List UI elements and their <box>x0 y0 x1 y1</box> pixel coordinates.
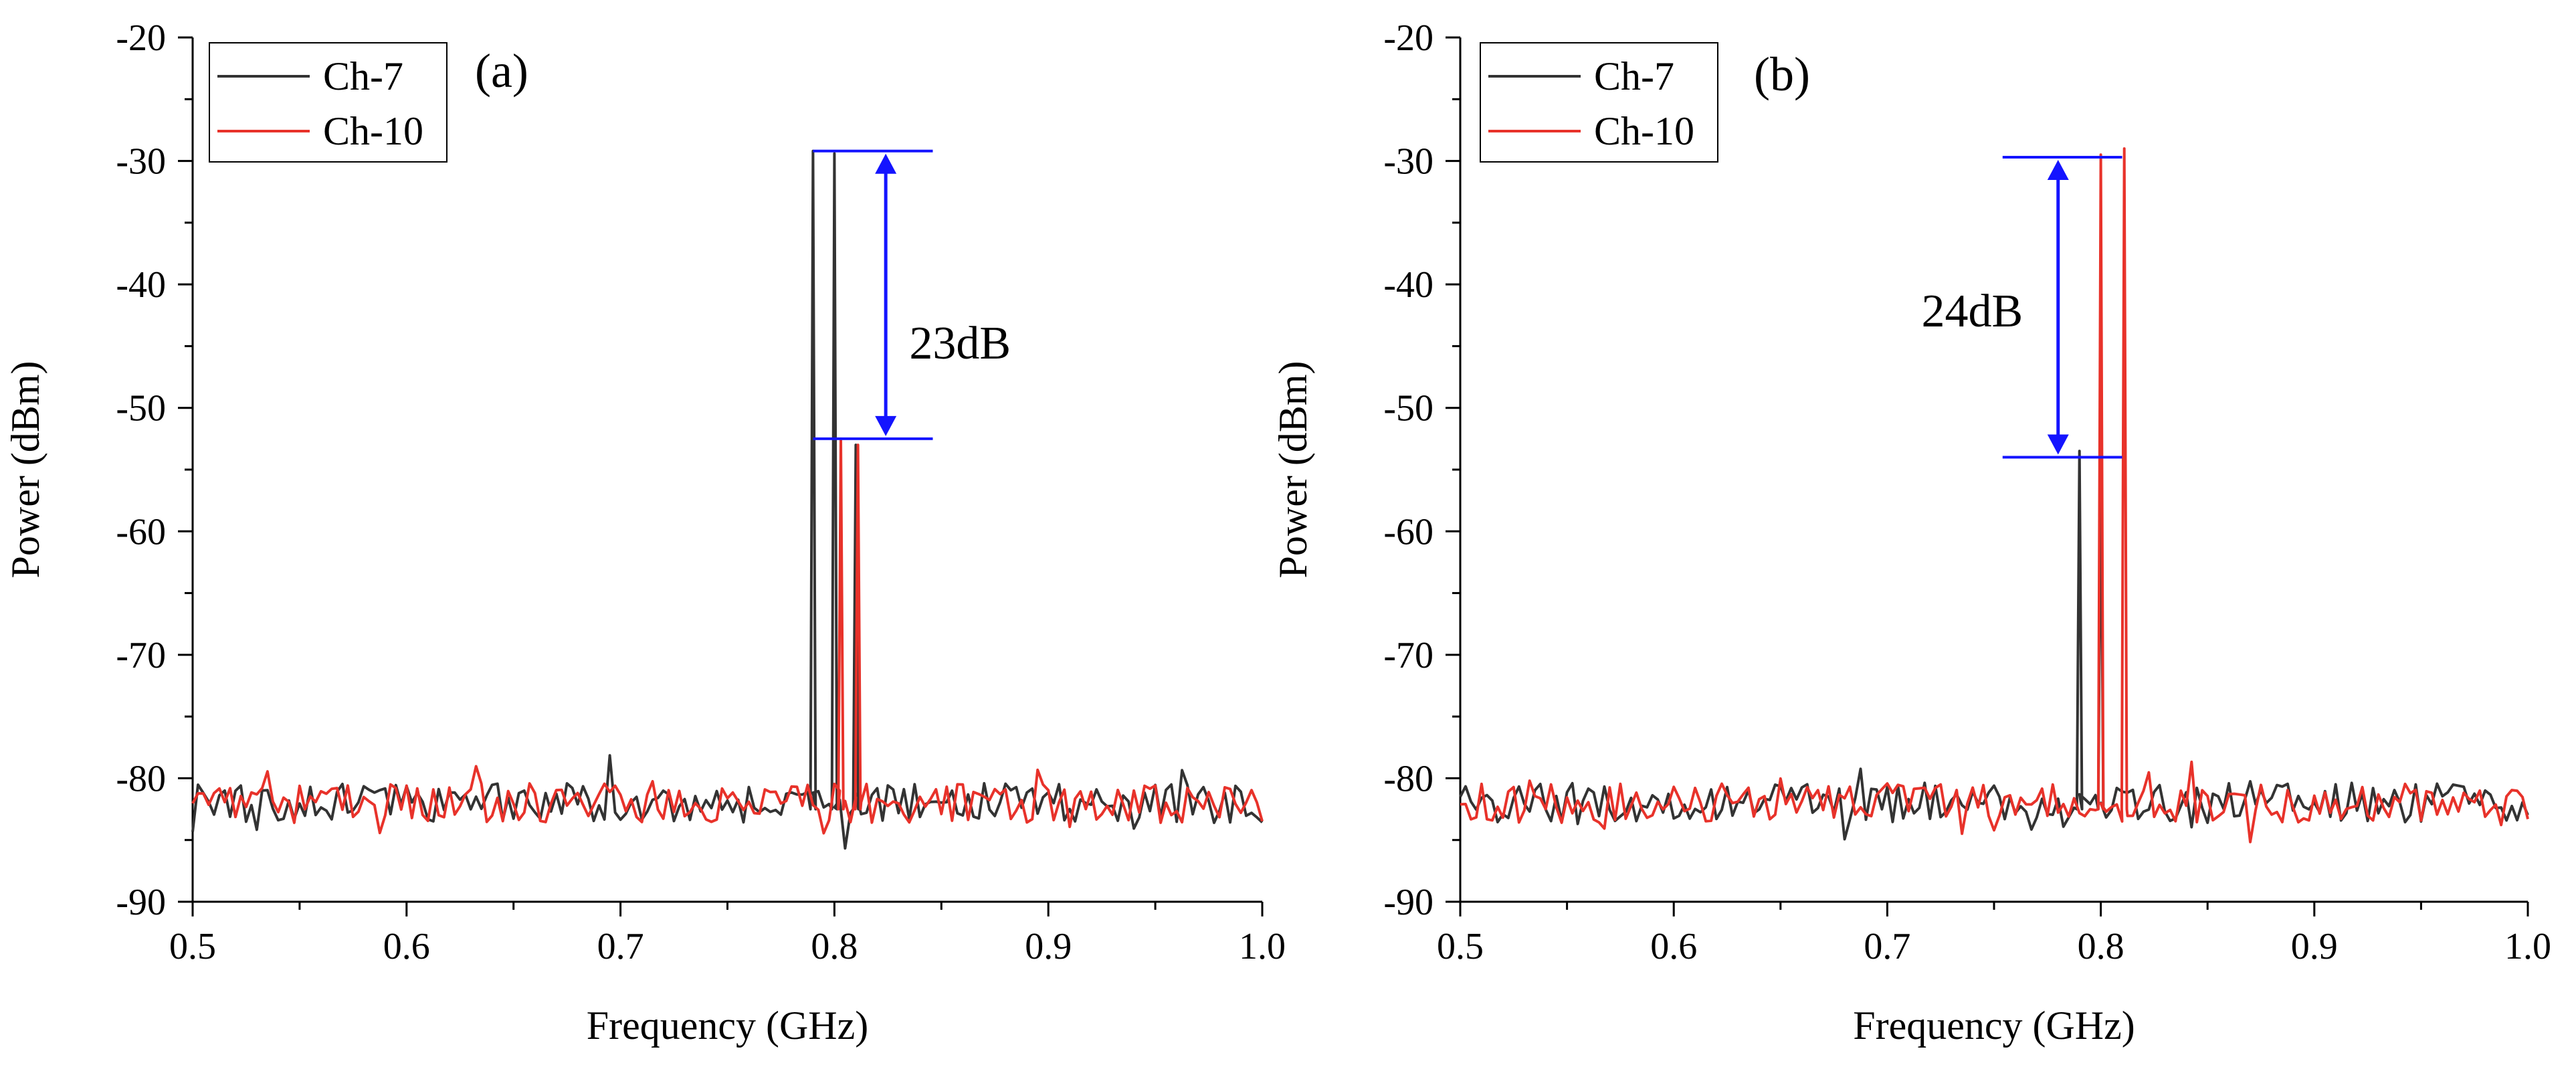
panel-label: (b) <box>1754 47 1810 101</box>
x-tick-label: 1.0 <box>1239 926 1286 967</box>
legend-box <box>1480 42 1718 163</box>
x-axis-label: Frequency (GHz) <box>587 1003 869 1048</box>
y-tick-label: -40 <box>116 264 166 306</box>
x-axis-label: Frequency (GHz) <box>1853 1003 2135 1048</box>
y-tick-label: -90 <box>116 882 166 923</box>
annotation-label: 24dB <box>1921 286 2023 337</box>
y-tick-label: -20 <box>116 17 166 59</box>
series-line-ch-7 <box>191 149 1264 850</box>
y-tick-label: -90 <box>1383 882 1433 923</box>
annotation-arrow-head-up <box>875 153 897 174</box>
x-tick-label: 0.8 <box>811 926 858 967</box>
x-tick-label: 1.0 <box>2504 926 2551 967</box>
y-tick-label: -40 <box>1383 264 1433 306</box>
y-tick-label: -80 <box>1383 758 1433 799</box>
y-axis-label: Power (dBm) <box>1271 361 1315 579</box>
x-tick-label: 0.8 <box>2078 926 2124 967</box>
y-tick-label: -80 <box>116 758 166 799</box>
annotation-label: 23dB <box>909 318 1011 369</box>
y-tick-label: -50 <box>116 388 166 429</box>
x-tick-label: 0.6 <box>383 926 430 967</box>
x-tick-label: 0.5 <box>169 926 216 967</box>
series-line-ch-7 <box>1459 444 2529 841</box>
legend-label: Ch-7 <box>1594 54 1674 98</box>
x-tick-label: 0.5 <box>1437 926 1484 967</box>
series-line-ch-10 <box>191 437 1264 835</box>
chart-panel-a: 0.5 0.6 0.7 0.8 0.9 1.0 -90 -80 -70 -60 -50 -40 -30 -… <box>3 17 1286 1048</box>
y-axis-label: Power (dBm) <box>3 361 47 579</box>
legend-box <box>209 42 448 163</box>
x-tick-label: 0.7 <box>597 926 644 967</box>
legend-label: Ch-10 <box>1594 109 1694 153</box>
annotation-arrow-head-down <box>875 415 897 436</box>
y-tick-label: -60 <box>116 511 166 553</box>
x-tick-label: 0.9 <box>1025 926 1072 967</box>
chart-panel-b: 0.5 0.6 0.7 0.8 0.9 1.0 -90 -80 -70 -60 -50 -40 -30 -… <box>1271 17 2551 1048</box>
legend-label: Ch-10 <box>323 109 423 153</box>
panel-label: (a) <box>475 44 528 98</box>
y-tick-label: -60 <box>1383 511 1433 553</box>
y-tick-label: -30 <box>116 141 166 183</box>
y-tick-label: -70 <box>116 635 166 676</box>
y-tick-label: -30 <box>1383 141 1433 183</box>
legend-label: Ch-7 <box>323 54 403 98</box>
x-tick-label: 0.6 <box>1650 926 1697 967</box>
annotation-arrow-head-down <box>2047 434 2069 455</box>
y-tick-label: -50 <box>1383 388 1433 429</box>
y-tick-label: -70 <box>1383 635 1433 676</box>
series-line-ch-10 <box>1460 147 2529 844</box>
x-tick-label: 0.7 <box>1864 926 1910 967</box>
y-tick-label: -20 <box>1383 17 1433 59</box>
annotation-arrow-head-up <box>2047 160 2069 181</box>
x-tick-label: 0.9 <box>2291 926 2338 967</box>
